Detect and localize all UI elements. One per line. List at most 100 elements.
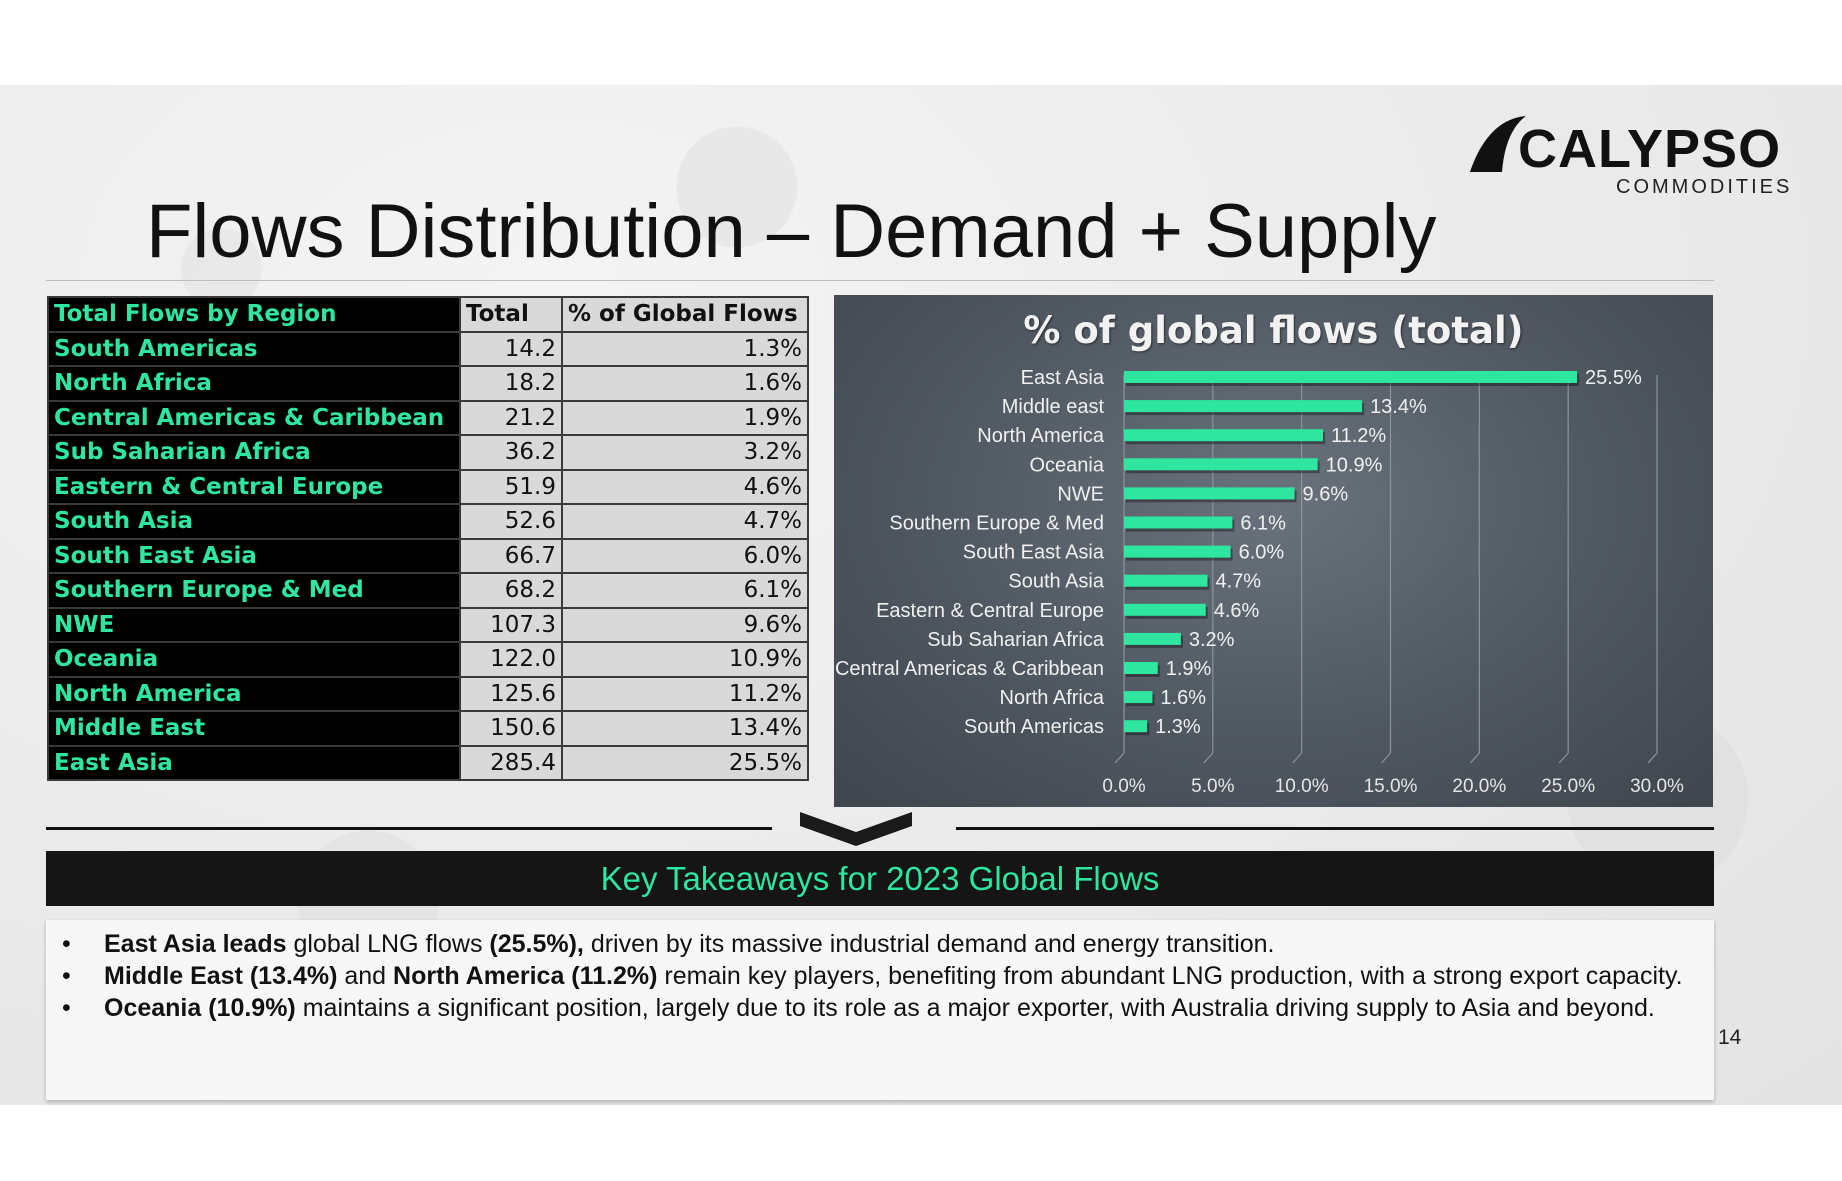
header-region: Total Flows by Region — [47, 296, 461, 333]
cell-region: South Asia — [47, 503, 461, 540]
takeaway-item: Oceania (10.9%) maintains a significant … — [62, 992, 1694, 1024]
cell-percent: 1.3% — [561, 330, 809, 367]
y-category-label: NWE — [1057, 483, 1104, 505]
x-tick-label: 5.0% — [1191, 776, 1234, 797]
table-row: Middle East 150.6 13.4% — [47, 710, 809, 747]
cell-total: 18.2 — [459, 365, 563, 402]
gridline-foot — [1203, 752, 1214, 764]
gridline-foot — [1292, 752, 1303, 764]
takeaway-text: driven by its massive industrial demand … — [583, 930, 1275, 958]
table-header-row: Total Flows by Region Total % of Global … — [47, 296, 809, 333]
cell-total: 150.6 — [459, 710, 563, 747]
cell-total: 285.4 — [459, 744, 563, 781]
y-category-label: East Asia — [1021, 367, 1105, 389]
section-divider-right — [956, 827, 1714, 830]
calypso-logo: CALYPSO COMMODITIES — [1468, 110, 1798, 200]
takeaway-item: Middle East (13.4%) and North America (1… — [62, 960, 1694, 992]
cell-percent: 1.9% — [561, 399, 809, 436]
data-label: 10.9% — [1326, 454, 1383, 476]
chevron-down-icon — [800, 812, 912, 846]
logo-subtitle: COMMODITIES — [1616, 176, 1793, 198]
takeaways-list: East Asia leads global LNG flows (25.5%)… — [46, 920, 1714, 1024]
table-row: North Africa 18.2 1.6% — [47, 365, 809, 402]
cell-region: Eastern & Central Europe — [47, 468, 461, 505]
takeaway-strong: Oceania (10.9%) — [104, 994, 296, 1022]
gridline-foot — [1114, 752, 1125, 764]
y-category-label: North Africa — [1000, 687, 1105, 709]
table-row: NWE 107.3 9.6% — [47, 606, 809, 643]
gridline-foot — [1647, 752, 1658, 764]
data-label: 11.2% — [1331, 425, 1386, 447]
cell-total: 125.6 — [459, 675, 563, 712]
bar — [1124, 487, 1295, 500]
data-label: 1.3% — [1155, 716, 1201, 738]
takeaway-text: and — [337, 962, 394, 990]
data-label: 1.9% — [1166, 658, 1212, 680]
chart-title: % of global flows (total) — [1023, 309, 1524, 352]
takeaway-strong: Middle East (13.4%) — [104, 962, 338, 990]
logo-wordmark: CALYPSO — [1518, 119, 1782, 179]
table-row: East Asia 285.4 25.5% — [47, 744, 809, 781]
cell-region: NWE — [47, 606, 461, 643]
cell-percent: 6.1% — [561, 572, 809, 609]
cell-total: 122.0 — [459, 641, 563, 678]
bar — [1124, 371, 1578, 383]
cell-total: 21.2 — [459, 399, 563, 436]
data-label: 6.0% — [1239, 542, 1285, 564]
bar — [1124, 603, 1206, 616]
header-total: Total — [459, 296, 563, 333]
x-tick-label: 15.0% — [1364, 776, 1418, 797]
y-category-label: Oceania — [1030, 454, 1105, 476]
gridline-foot — [1469, 752, 1480, 764]
cell-percent: 6.0% — [561, 537, 809, 574]
bar — [1124, 516, 1233, 529]
cell-total: 14.2 — [459, 330, 563, 367]
cell-total: 66.7 — [459, 537, 563, 574]
takeaway-strong: East Asia leads — [104, 930, 287, 958]
table-row: Eastern & Central Europe 51.9 4.6% — [47, 468, 809, 505]
flows-table: Total Flows by Region Total % of Global … — [47, 296, 809, 781]
bar-chart: 0.0% 5.0% 10.0% 15.0% 20.0% 25.0% 30.0% East As… — [835, 367, 1684, 797]
bar — [1124, 429, 1323, 442]
y-category-label: South Americas — [964, 716, 1104, 738]
x-tick-label: 0.0% — [1102, 776, 1145, 797]
cell-region: East Asia — [47, 744, 461, 781]
cell-percent: 13.4% — [561, 710, 809, 747]
cell-total: 52.6 — [459, 503, 563, 540]
y-category-label: South East Asia — [963, 542, 1105, 564]
cell-region: North America — [47, 675, 461, 712]
takeaways-box: East Asia leads global LNG flows (25.5%)… — [46, 920, 1714, 1100]
takeaways-heading: Key Takeaways for 2023 Global Flows — [46, 851, 1714, 906]
takeaway-strong: (25.5%), — [489, 930, 584, 958]
cell-percent: 9.6% — [561, 606, 809, 643]
x-tick-label: 10.0% — [1275, 776, 1329, 797]
table-row: South East Asia 66.7 6.0% — [47, 537, 809, 574]
bar — [1124, 691, 1153, 704]
data-label: 1.6% — [1160, 687, 1206, 709]
cell-region: South Americas — [47, 330, 461, 367]
cell-percent: 10.9% — [561, 641, 809, 678]
cell-percent: 3.2% — [561, 434, 809, 471]
section-divider-left — [46, 827, 772, 830]
cell-region: Southern Europe & Med — [47, 572, 461, 609]
y-category-label: Middle east — [1002, 396, 1105, 418]
x-tick-label: 25.0% — [1541, 776, 1595, 797]
x-tick-label: 30.0% — [1630, 776, 1684, 797]
cell-percent: 11.2% — [561, 675, 809, 712]
cell-percent: 25.5% — [561, 744, 809, 781]
bar — [1124, 400, 1363, 413]
cell-region: South East Asia — [47, 537, 461, 574]
takeaway-text: global LNG flows — [286, 930, 490, 958]
page-title: Flows Distribution – Demand + Supply — [146, 189, 1437, 274]
cell-region: Sub Saharian Africa — [47, 434, 461, 471]
gridline-foot — [1558, 752, 1569, 764]
y-category-label: Eastern & Central Europe — [876, 600, 1104, 622]
data-label: 4.6% — [1214, 600, 1260, 622]
cell-region: Oceania — [47, 641, 461, 678]
data-label: 25.5% — [1585, 367, 1642, 389]
y-category-label: Central Americas & Caribbean — [835, 658, 1104, 680]
data-label: 3.2% — [1189, 629, 1235, 651]
table-row: Southern Europe & Med 68.2 6.1% — [47, 572, 809, 609]
data-label: 9.6% — [1303, 483, 1349, 505]
cell-percent: 1.6% — [561, 365, 809, 402]
